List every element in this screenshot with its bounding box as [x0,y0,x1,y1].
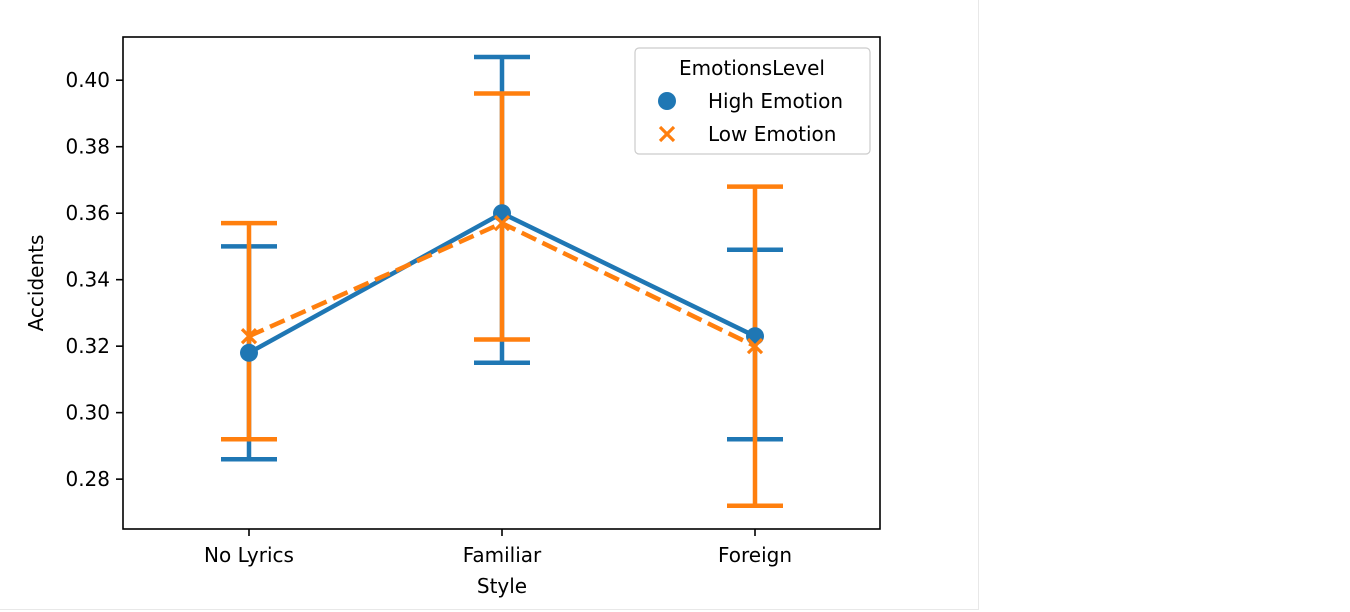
legend-marker-high-emotion [658,92,676,110]
y-tick-label: 0.36 [65,201,110,225]
legend-label-high-emotion: High Emotion [708,89,843,113]
point-plot-chart: 0.28 0.30 0.32 0.34 0.36 0.38 0.40 No Lyrics Fa… [24,36,881,598]
x-tick-label: No Lyrics [204,543,294,567]
y-tick-label: 0.38 [65,135,110,159]
point-high-emotion [746,327,764,346]
legend-title: EmotionsLevel [679,56,825,80]
markers-layer [240,204,764,362]
point-low-emotion [240,328,258,345]
y-axis-ticks: 0.28 0.30 0.32 0.34 0.36 0.38 0.40 [65,68,123,491]
y-axis-label: Accidents [24,235,48,332]
legend-label-low-emotion: Low Emotion [708,122,836,146]
legend: EmotionsLevel High Emotion Low Emotion [634,47,871,155]
point-high-emotion [493,204,511,223]
legend-box [634,47,871,155]
y-tick-label: 0.30 [65,401,110,425]
x-axis-label: Style [477,574,527,598]
y-tick-label: 0.34 [65,268,110,292]
y-tick-label: 0.40 [65,68,110,92]
legend-marker-low-emotion [658,125,676,143]
y-tick-label: 0.28 [65,467,110,491]
point-low-emotion [493,215,511,232]
x-tick-label: Familiar [463,543,542,567]
y-tick-label: 0.32 [65,334,110,358]
point-high-emotion [240,343,258,362]
x-tick-label: Foreign [718,543,792,567]
x-axis-ticks: No Lyrics Familiar Foreign [204,529,792,567]
point-low-emotion [746,338,764,355]
